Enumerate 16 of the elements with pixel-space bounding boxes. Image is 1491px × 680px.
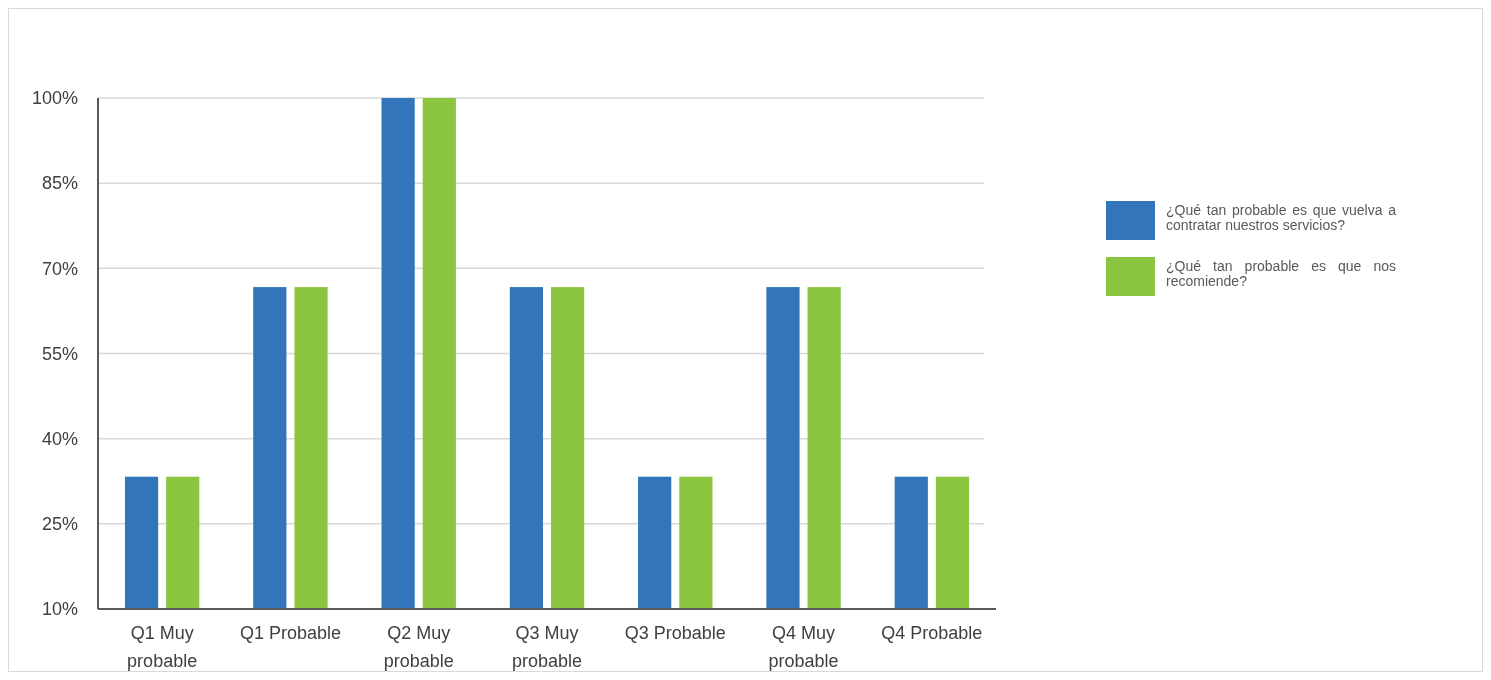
text: ¿Qué tan probable es que nos recomiende?	[1166, 258, 1396, 289]
y-tick-label: 70%	[41, 258, 78, 279]
x-tick-label: Q3 Muy probable	[511, 623, 583, 671]
x-tick-label: Q4 Muy probable	[768, 623, 839, 671]
x-tick-label: Q3 Probable	[624, 623, 726, 643]
x-tick-label: Q2 Muy probable	[383, 623, 454, 671]
y-tick-label: 55%	[41, 343, 78, 364]
text: ¿Qué tan probable es que vuelva a contratar nuestros servicios?	[1166, 202, 1396, 233]
x-tick-label: Q4 Probable	[881, 623, 983, 643]
y-tick-label: 100%	[31, 88, 78, 109]
y-tick-label: 40%	[41, 428, 78, 449]
y-tick-label: 10%	[41, 599, 78, 620]
y-tick-label: 25%	[41, 514, 78, 535]
x-tick-label: Q1 Probable	[239, 623, 341, 643]
y-tick-label: 85%	[41, 173, 78, 194]
x-tick-label: Q1 Muy probable	[127, 623, 198, 671]
